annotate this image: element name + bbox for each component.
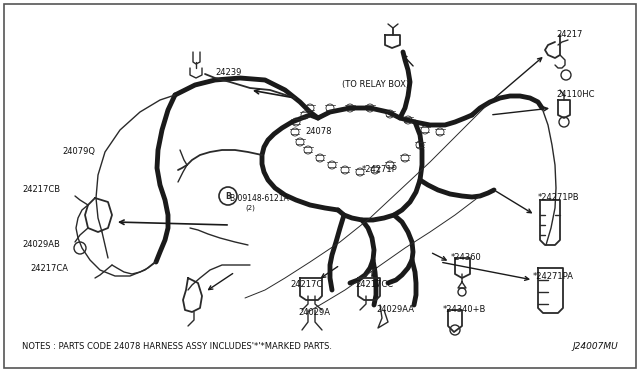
Text: *24340+B: *24340+B: [443, 305, 486, 314]
Text: *24271P: *24271P: [362, 165, 397, 174]
Text: NOTES : PARTS CODE 24078 HARNESS ASSY INCLUDES'*'*MARKED PARTS.: NOTES : PARTS CODE 24078 HARNESS ASSY IN…: [22, 342, 332, 351]
Text: 24217: 24217: [556, 30, 582, 39]
Text: 24079Q: 24079Q: [62, 147, 95, 156]
Text: (2): (2): [245, 204, 255, 211]
Text: 24029AB: 24029AB: [22, 240, 60, 249]
Text: *24271PA: *24271PA: [533, 272, 574, 281]
Text: B 09148-6121A: B 09148-6121A: [230, 194, 289, 203]
Text: 24217CA: 24217CA: [30, 264, 68, 273]
Text: 24029AA: 24029AA: [376, 305, 414, 314]
Text: 24078: 24078: [305, 127, 332, 136]
Text: J24007MU: J24007MU: [572, 342, 618, 351]
Text: 24239: 24239: [215, 68, 241, 77]
Text: (TO RELAY BOX): (TO RELAY BOX): [342, 80, 409, 89]
Text: 24217C: 24217C: [290, 280, 323, 289]
Text: 24217CB: 24217CB: [22, 185, 60, 194]
Text: B: B: [225, 192, 231, 201]
Text: 24110HC: 24110HC: [556, 90, 595, 99]
Text: 24029A: 24029A: [298, 308, 330, 317]
Text: *24271PB: *24271PB: [538, 193, 580, 202]
Text: 24217CC: 24217CC: [355, 280, 393, 289]
Text: *24360: *24360: [451, 253, 482, 262]
